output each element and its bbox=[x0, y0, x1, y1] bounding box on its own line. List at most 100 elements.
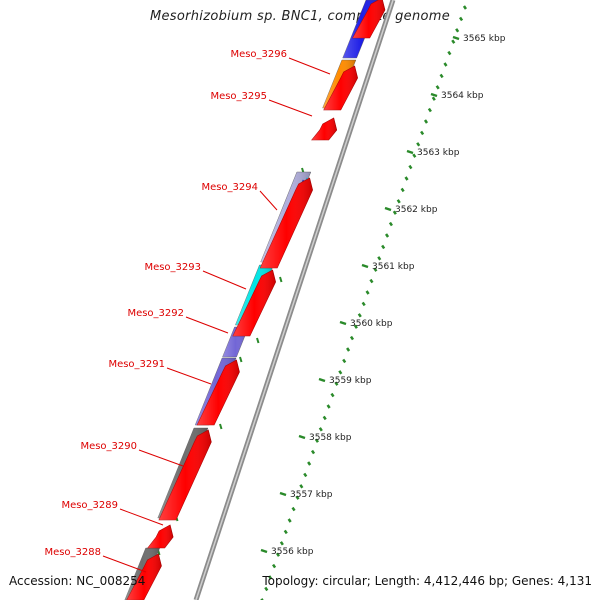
tick-mark bbox=[268, 575, 273, 580]
gene-label-meso_3293: Meso_3293 bbox=[144, 262, 201, 273]
tick-mark bbox=[462, 5, 467, 10]
tick-mark bbox=[326, 404, 331, 409]
tick-mark bbox=[264, 586, 269, 592]
leader-5 bbox=[166, 367, 212, 385]
cds-arrow-shade-8 bbox=[126, 554, 162, 600]
tick-mark bbox=[435, 85, 440, 90]
tick-mark bbox=[295, 495, 300, 500]
inner-tick-2 bbox=[256, 337, 260, 344]
leader-8 bbox=[102, 555, 147, 573]
tick-mark bbox=[412, 153, 417, 158]
inner-tick-4 bbox=[219, 423, 223, 430]
tick-mark bbox=[334, 381, 339, 386]
tick-mark bbox=[369, 278, 374, 284]
gene-labels: Meso_3296 Meso_3295 Meso_3294 Meso_3293 Meso… bbox=[44, 49, 287, 558]
tick-mark bbox=[451, 39, 456, 44]
tick-mark bbox=[431, 96, 436, 101]
tick-mark bbox=[283, 529, 288, 535]
tick-mark bbox=[400, 187, 405, 193]
tick-mark bbox=[279, 541, 284, 546]
tick-mark bbox=[455, 28, 460, 33]
gene-label-meso_3291: Meso_3291 bbox=[108, 359, 165, 370]
tick-mark bbox=[287, 518, 292, 523]
backbone-highlight bbox=[195, 0, 394, 600]
gene-label-leaders bbox=[102, 57, 331, 573]
tick-mark bbox=[338, 370, 343, 375]
forward-cds-track bbox=[126, 0, 386, 600]
major-tick bbox=[361, 263, 369, 269]
gene-label-meso_3292: Meso_3292 bbox=[127, 308, 184, 319]
tick-mark bbox=[377, 256, 382, 261]
tick-mark bbox=[373, 267, 378, 272]
inner-tick-3 bbox=[239, 356, 243, 363]
tick-mark bbox=[361, 301, 366, 307]
scale-label-2: 3563 kbp bbox=[417, 148, 460, 158]
gene-label-meso_3289: Meso_3289 bbox=[61, 500, 118, 511]
genome-info-text: Topology: circular; Length: 4,412,446 bp… bbox=[262, 574, 592, 588]
tick-mark bbox=[272, 563, 277, 569]
tick-mark bbox=[353, 324, 358, 329]
leader-4 bbox=[185, 316, 229, 334]
accession-text: Accession: NC_008254 bbox=[9, 574, 146, 588]
tick-mark bbox=[299, 484, 304, 489]
major-tick bbox=[452, 35, 460, 41]
gene-label-meso_3290: Meso_3290 bbox=[80, 441, 137, 452]
major-tick bbox=[430, 92, 438, 98]
scale-ticks bbox=[157, 5, 467, 600]
tick-mark bbox=[318, 427, 323, 432]
scale-label-9: 3556 kbp bbox=[271, 547, 314, 557]
tick-mark bbox=[392, 210, 397, 215]
leader-3 bbox=[202, 270, 247, 290]
tick-mark bbox=[307, 461, 312, 466]
tick-mark bbox=[381, 244, 386, 250]
leader-7 bbox=[119, 508, 164, 526]
cds-arrow-shade-5 bbox=[197, 360, 240, 425]
leader-2 bbox=[259, 190, 278, 211]
tick-mark bbox=[314, 438, 319, 443]
cds-arrow-shade-6 bbox=[158, 430, 212, 520]
tick-mark bbox=[291, 506, 296, 512]
tick-mark bbox=[322, 415, 327, 421]
tick-mark bbox=[459, 16, 464, 22]
tick-mark bbox=[388, 221, 393, 227]
tick-mark bbox=[423, 119, 429, 124]
leader-1 bbox=[268, 99, 313, 117]
tick-mark bbox=[349, 335, 355, 341]
tick-mark bbox=[443, 62, 448, 67]
scale-label-3: 3562 kbp bbox=[395, 205, 438, 215]
tick-mark bbox=[447, 50, 452, 56]
scale-label-1: 3564 kbp bbox=[441, 91, 484, 101]
cds-arrow-shade-3 bbox=[260, 178, 313, 268]
tick-mark bbox=[385, 233, 390, 238]
major-tick bbox=[384, 206, 392, 212]
tick-mark bbox=[404, 176, 409, 181]
scale-labels: 3565 kbp 3564 kbp 3563 kbp 3562 kbp 3561 kbp… bbox=[271, 34, 506, 557]
leader-6 bbox=[138, 449, 184, 467]
tick-mark bbox=[420, 130, 425, 136]
tick-mark bbox=[396, 199, 401, 204]
gene-label-meso_3288: Meso_3288 bbox=[44, 547, 101, 558]
tick-mark bbox=[330, 392, 335, 398]
leader-0 bbox=[288, 57, 331, 75]
tick-mark bbox=[346, 347, 351, 352]
cds-arrow-shade-1 bbox=[323, 66, 358, 110]
tick-mark bbox=[439, 73, 444, 79]
major-tick bbox=[406, 149, 414, 155]
cds-arrow-shade-4 bbox=[232, 270, 276, 336]
major-tick bbox=[318, 377, 326, 383]
scale-label-6: 3559 kbp bbox=[329, 376, 372, 386]
tick-mark bbox=[365, 290, 370, 295]
scale-label-7: 3558 kbp bbox=[309, 433, 352, 443]
gene-label-meso_3296: Meso_3296 bbox=[230, 49, 287, 60]
gene-label-meso_3295: Meso_3295 bbox=[210, 91, 267, 102]
scale-label-5: 3560 kbp bbox=[350, 319, 393, 329]
major-tick bbox=[298, 434, 306, 440]
cds-arrow-shade-0 bbox=[352, 0, 385, 38]
tick-mark bbox=[357, 313, 362, 318]
tick-mark bbox=[303, 472, 308, 478]
cds-arrow-shade-2 bbox=[311, 118, 337, 140]
tick-mark bbox=[408, 164, 413, 170]
major-tick bbox=[339, 320, 347, 326]
cds-arrow-shade-7 bbox=[147, 525, 174, 548]
major-tick bbox=[260, 548, 268, 554]
